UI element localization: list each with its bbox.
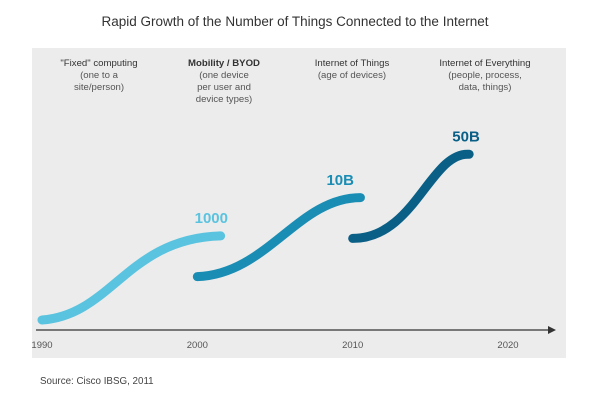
era-mobility-line2: per user and <box>197 82 251 93</box>
chart-title: Rapid Growth of the Number of Things Con… <box>101 14 489 29</box>
curve-fixed-era <box>37 231 226 325</box>
era-mobility-head: Mobility / BYOD <box>188 58 260 69</box>
value-labels: 1000 10B 50B <box>195 129 480 228</box>
x-axis: 1990 2000 2010 2020 <box>31 326 556 351</box>
era-ioe-line2: data, things) <box>458 82 512 93</box>
era-ioe-line1: (people, process, <box>448 70 522 81</box>
era-label-ioe: Internet of Everything (people, process,… <box>426 58 544 94</box>
era-label-mobility: Mobility / BYOD (one device per user and… <box>165 58 283 106</box>
era-fixed-line1: (one to a <box>80 70 118 81</box>
chart-panel: "Fixed" computing (one to a site/person)… <box>32 48 566 358</box>
era-iot-head: Internet of Things <box>314 58 390 69</box>
era-label-iot: Internet of Things (age of devices) <box>293 58 411 82</box>
value-label-2: 50B <box>452 129 480 146</box>
curve-ioe-era <box>348 149 474 243</box>
x-tick-label-1990: 1990 <box>31 340 52 351</box>
x-tick-label-2010: 2010 <box>342 340 363 351</box>
x-axis-arrow-icon <box>548 326 556 334</box>
growth-curves <box>37 149 474 325</box>
era-mobility-line1: (one device <box>199 70 249 81</box>
era-iot-line1: (age of devices) <box>317 70 387 81</box>
value-label-0: 1000 <box>195 210 228 227</box>
era-fixed-head: "Fixed" computing <box>60 58 138 69</box>
era-fixed-line2: site/person) <box>73 82 125 93</box>
value-label-1: 10B <box>326 172 354 189</box>
source-note: Source: Cisco IBSG, 2011 <box>40 376 154 387</box>
era-ioe-head: Internet of Everything <box>439 58 531 69</box>
x-tick-label-2000: 2000 <box>187 340 208 351</box>
x-tick-label-2020: 2020 <box>497 340 518 351</box>
curve-mobility-era <box>192 193 365 282</box>
era-mobility-line3: device types) <box>195 94 253 105</box>
era-label-fixed: "Fixed" computing (one to a site/person) <box>40 58 158 94</box>
